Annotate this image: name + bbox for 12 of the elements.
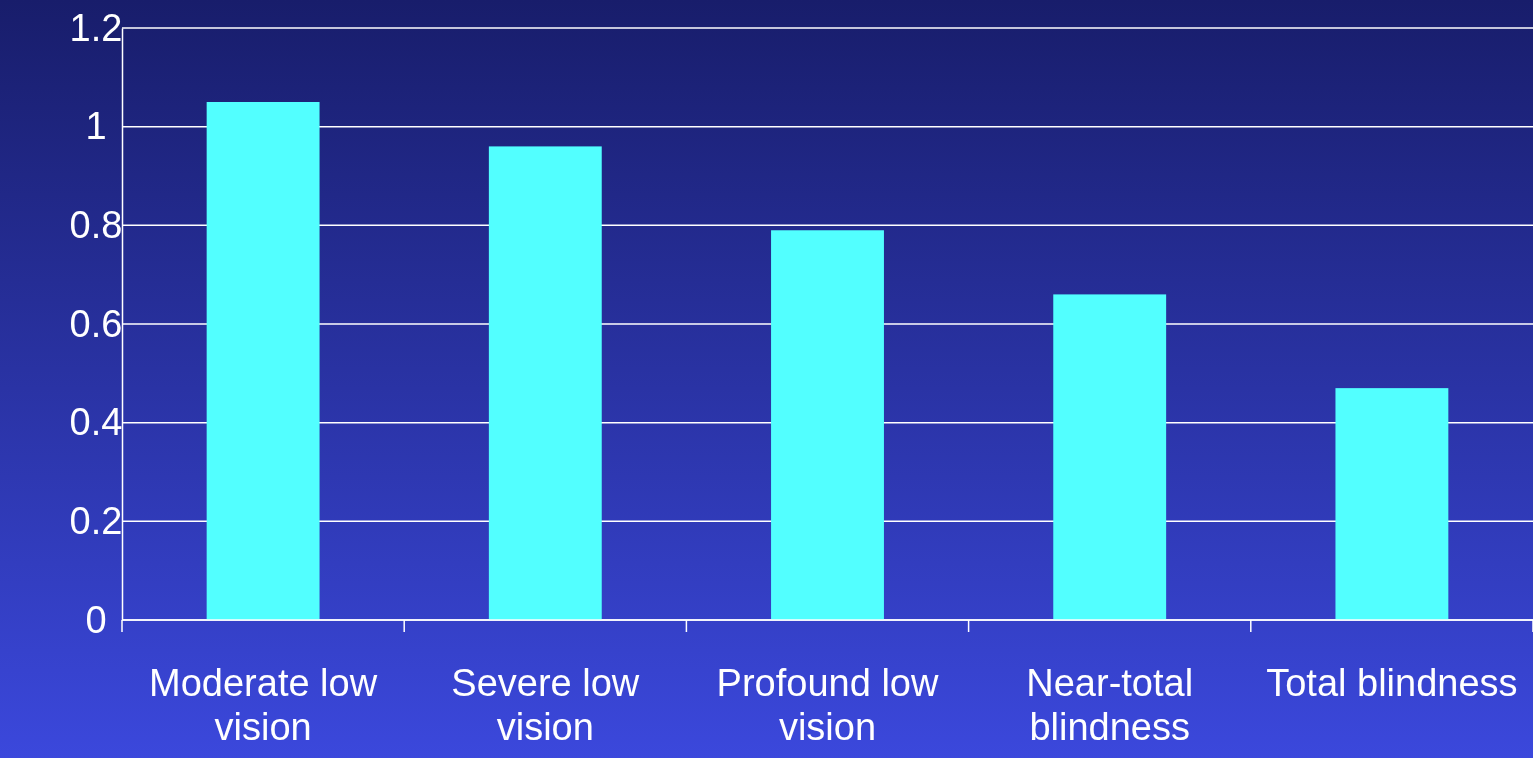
x-tick-label: Near-total blindness [1026, 662, 1194, 748]
y-tick-label: 0.8 [69, 203, 123, 246]
y-tick-label: 0.4 [69, 401, 123, 444]
y-tick-label: 0 [85, 598, 107, 641]
x-tick-label: Moderate low vision [149, 662, 378, 748]
y-tick-label: 1.2 [69, 6, 123, 49]
y-tick-label: 0.6 [69, 302, 123, 345]
x-tick-label: Total blindness [1266, 662, 1518, 704]
x-tick-label: Profound low vision [716, 662, 939, 748]
y-tick-label: 0.2 [69, 499, 123, 542]
x-tick-label: Severe low vision [451, 662, 640, 748]
y-tick-label: 1 [85, 105, 107, 148]
